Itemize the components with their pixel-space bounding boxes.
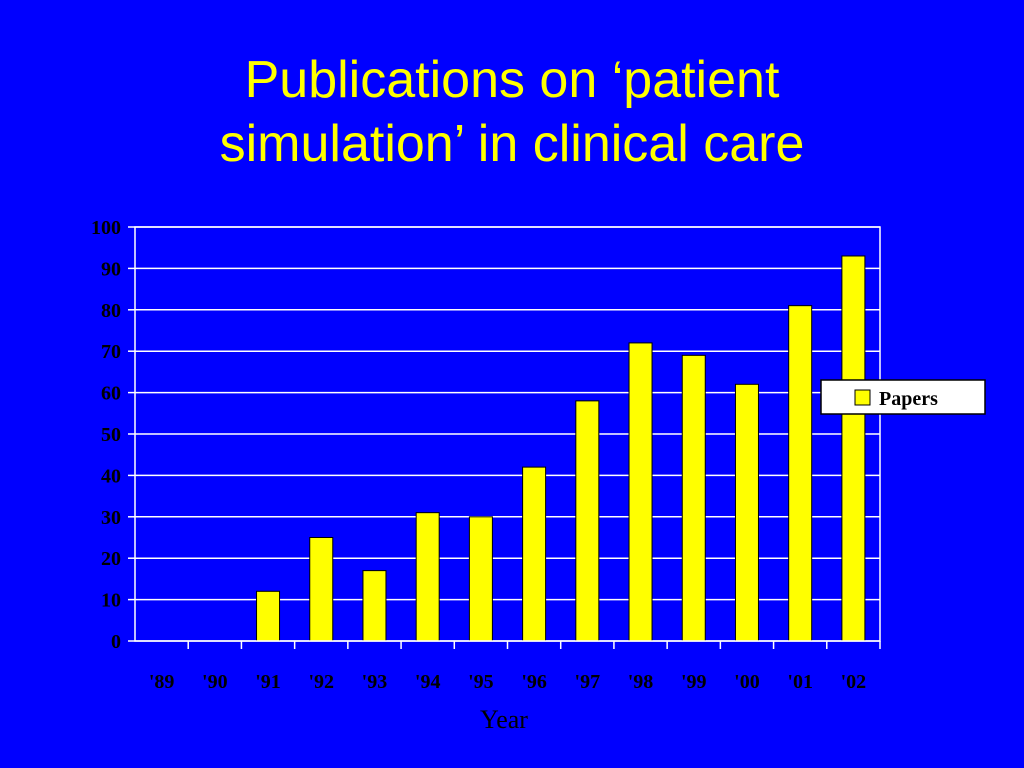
x-tick-label: '93	[362, 671, 388, 693]
y-tick-label: 100	[91, 217, 121, 239]
y-tick-label: 60	[101, 383, 121, 405]
x-tick-label: '94	[415, 671, 441, 693]
axes	[128, 226, 881, 649]
slide-title-line-2: simulation’ in clinical care	[219, 115, 805, 173]
x-tick-label: '89	[149, 671, 175, 693]
bar	[415, 512, 440, 642]
y-tick-label: 70	[101, 341, 121, 363]
y-tick-label: 10	[101, 590, 121, 612]
y-tick-labels: 0 10 20 30 40 50 60 70 80 90 100	[91, 217, 121, 653]
legend-swatch	[854, 389, 871, 406]
y-tick-label: 80	[101, 300, 121, 322]
bar	[788, 305, 813, 642]
bar	[841, 255, 866, 642]
x-tick-label: '96	[521, 671, 547, 693]
x-tick-label: '02	[841, 671, 867, 693]
x-axis-title: Year	[480, 705, 528, 734]
y-tick-label: 20	[101, 548, 121, 570]
legend-label: Papers	[879, 388, 938, 410]
bar	[309, 537, 334, 642]
x-tick-label: '92	[308, 671, 334, 693]
bar	[522, 466, 547, 642]
y-tick-label: 90	[101, 258, 121, 280]
x-tick-label: '95	[468, 671, 494, 693]
bar	[468, 516, 493, 642]
x-tick-label: '99	[681, 671, 707, 693]
x-tick-labels: '89 '90 '91 '92 '93 '94 '95 '96 '97 '98 '99 '00 '01 '…	[149, 671, 866, 693]
legend: Papers	[820, 379, 986, 415]
slide-title-line-1: Publications on ‘patient	[244, 51, 780, 109]
x-tick-label: '00	[734, 671, 760, 693]
grid-lines	[135, 226, 880, 642]
bar	[256, 590, 281, 642]
x-tick-label: '90	[202, 671, 228, 693]
y-tick-label: 50	[101, 424, 121, 446]
bar	[628, 342, 653, 642]
x-tick-label: '01	[787, 671, 813, 693]
legend-box	[820, 379, 986, 415]
y-tick-label: 30	[101, 507, 121, 529]
x-tick-label: '98	[628, 671, 654, 693]
x-tick-label: '97	[575, 671, 601, 693]
y-tick-label: 40	[101, 465, 121, 487]
x-tick-label: '91	[255, 671, 281, 693]
y-tick-label: 0	[111, 631, 121, 653]
slide-title: Publications on ‘patient simulation’ in …	[0, 48, 1024, 176]
bar	[681, 354, 706, 642]
bar	[362, 570, 387, 642]
bar	[734, 383, 759, 642]
bar	[575, 400, 600, 642]
bars	[256, 255, 866, 642]
